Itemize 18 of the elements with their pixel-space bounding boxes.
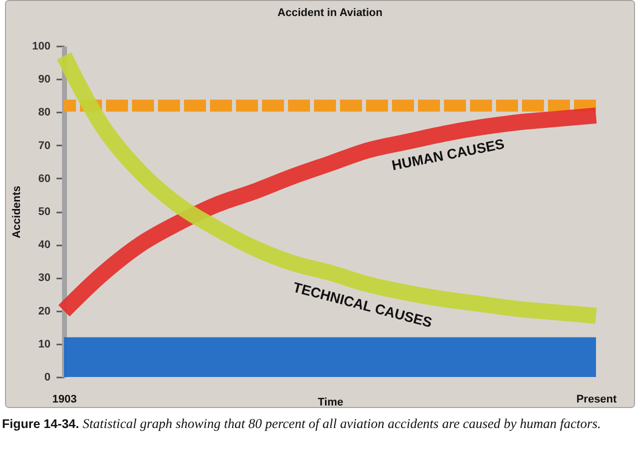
y-tick-label: 70 [38,140,50,152]
x-tick-label: 1903 [52,394,77,406]
y-axis-title: Accidents [11,186,24,238]
y-tick-label: 30 [38,272,50,284]
y-tick-label: 10 [38,338,50,350]
y-tick-label: 0 [44,372,50,384]
y-tick-label: 80 [38,106,50,119]
x-tick-label: Present [576,394,618,406]
text: HUMAN CAUSES [390,135,506,174]
y-tick-label: 60 [38,172,50,185]
y-tick-label: 20 [38,305,50,318]
caption: Figure 14-34. Statistical graph showing that 80 percent of all aviation accidents are caused by human factors. [2,416,601,431]
y-tick-label: 100 [32,40,50,52]
y-tick-label: 50 [38,206,50,218]
y-tick-label: 40 [38,239,50,252]
chart-title: Accident in Aviation [278,7,383,19]
x-axis-title: Time [318,396,344,408]
y-tick-label: 90 [38,74,50,86]
